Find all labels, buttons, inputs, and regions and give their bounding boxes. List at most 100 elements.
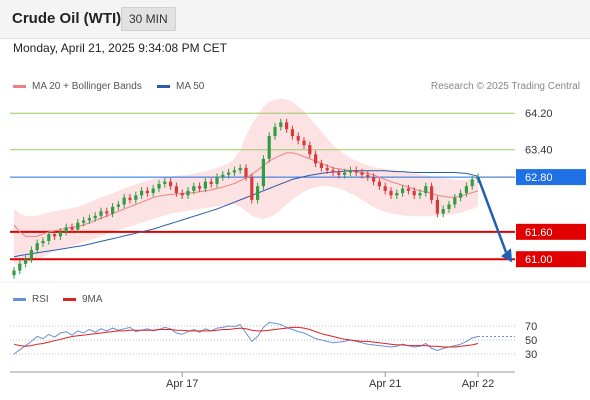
candle-6 [47, 234, 51, 241]
candle-33 [203, 181, 207, 189]
ma50-line [13, 170, 479, 258]
candle-72 [430, 186, 434, 200]
candle-9 [64, 227, 68, 232]
rsi-tick-2: 30 [525, 349, 537, 361]
candle-16 [105, 211, 109, 214]
candle-8 [58, 231, 62, 237]
candle-62 [372, 177, 376, 182]
candle-67 [401, 188, 405, 194]
candle-59 [354, 170, 358, 173]
candle-18 [116, 204, 120, 207]
candle-23 [145, 190, 149, 194]
level-tag-2 [516, 169, 586, 186]
candle-63 [377, 181, 381, 187]
candle-74 [441, 209, 445, 214]
x-tick-label-0: Apr 17 [166, 378, 198, 390]
ma50-swatch [157, 85, 170, 88]
candle-37 [227, 172, 231, 175]
candle-13 [87, 218, 91, 221]
x-tick-label-1: Apr 21 [369, 378, 401, 390]
candle-29 [180, 193, 184, 196]
legend-bollinger: MA 20 + Bollinger Bands [13, 81, 142, 92]
legend-ma50-label: MA 50 [176, 81, 205, 92]
candle-27 [169, 181, 173, 187]
candle-40 [244, 167, 248, 178]
legend-rsi-label: RSI [32, 294, 49, 305]
legend-9ma-label: 9MA [82, 294, 103, 305]
level-label-2: 62.80 [525, 172, 553, 184]
candle-65 [389, 190, 393, 196]
instrument-title: Crude Oil (WTI) [12, 10, 122, 27]
candle-50 [302, 140, 306, 146]
candle-30 [186, 190, 190, 196]
candle-70 [418, 193, 422, 196]
candle-1 [18, 263, 22, 271]
candle-22 [140, 190, 144, 196]
header-bar: Crude Oil (WTI) 30 MIN [0, 0, 590, 39]
candle-61 [366, 174, 370, 178]
ma9-swatch [63, 298, 76, 301]
candle-69 [412, 190, 416, 196]
rsi-series-1 [13, 326, 479, 348]
candle-71 [424, 186, 428, 194]
candle-58 [348, 170, 352, 173]
candle-44 [267, 136, 271, 159]
candle-47 [285, 122, 289, 130]
candle-19 [122, 197, 126, 205]
level-label-1: 63.40 [525, 145, 553, 157]
rsi-tick-0: 70 [525, 321, 537, 333]
candle-64 [383, 186, 387, 191]
level-label-0: 64.20 [525, 108, 553, 120]
candle-20 [128, 197, 132, 200]
rsi-tick-1: 50 [525, 335, 537, 347]
legend-9ma: 9MA [63, 294, 103, 305]
candle-78 [464, 186, 468, 194]
candle-46 [279, 122, 283, 127]
level-tag-4 [516, 251, 586, 268]
candle-25 [157, 183, 161, 189]
forecast-arrow-shaft [476, 176, 508, 253]
candle-39 [238, 167, 242, 171]
candle-11 [76, 222, 80, 230]
candle-24 [151, 188, 155, 194]
x-tick-label-2: Apr 22 [462, 378, 494, 390]
candle-2 [24, 259, 28, 264]
candle-48 [290, 129, 294, 137]
candle-79 [470, 179, 474, 187]
legend-rsi: RSI [13, 294, 49, 305]
candle-21 [134, 195, 138, 200]
candle-75 [447, 204, 451, 210]
level-label-3: 61.60 [525, 227, 553, 239]
candle-55 [331, 170, 335, 173]
candle-53 [319, 163, 323, 168]
candle-34 [209, 181, 213, 184]
candle-14 [93, 215, 97, 219]
candle-76 [453, 197, 457, 205]
candle-43 [261, 158, 265, 187]
candle-7 [53, 234, 57, 237]
level-label-4: 61.00 [525, 254, 553, 266]
candle-28 [174, 186, 178, 194]
candle-32 [198, 186, 202, 189]
candle-12 [82, 220, 86, 223]
candle-51 [308, 145, 312, 155]
bollinger-band-fill [14, 98, 478, 266]
bollinger-swatch [13, 85, 26, 88]
candle-15 [99, 211, 103, 216]
candle-38 [232, 170, 236, 173]
candle-77 [459, 193, 463, 198]
candle-41 [250, 177, 254, 200]
timestamp: Monday, April 21, 2025 9:34:08 PM CET [13, 41, 227, 55]
candle-31 [192, 186, 196, 191]
candle-57 [343, 172, 347, 175]
candle-54 [325, 167, 329, 171]
candle-5 [41, 240, 45, 244]
candle-35 [215, 177, 219, 184]
legend-bollinger-label: MA 20 + Bollinger Bands [32, 81, 142, 92]
timeframe-button[interactable]: 30 MIN [121, 7, 176, 31]
candle-42 [256, 186, 260, 200]
candle-60 [360, 172, 364, 175]
credit-text: Research © 2025 Trading Central [430, 81, 580, 92]
candle-45 [273, 126, 277, 137]
